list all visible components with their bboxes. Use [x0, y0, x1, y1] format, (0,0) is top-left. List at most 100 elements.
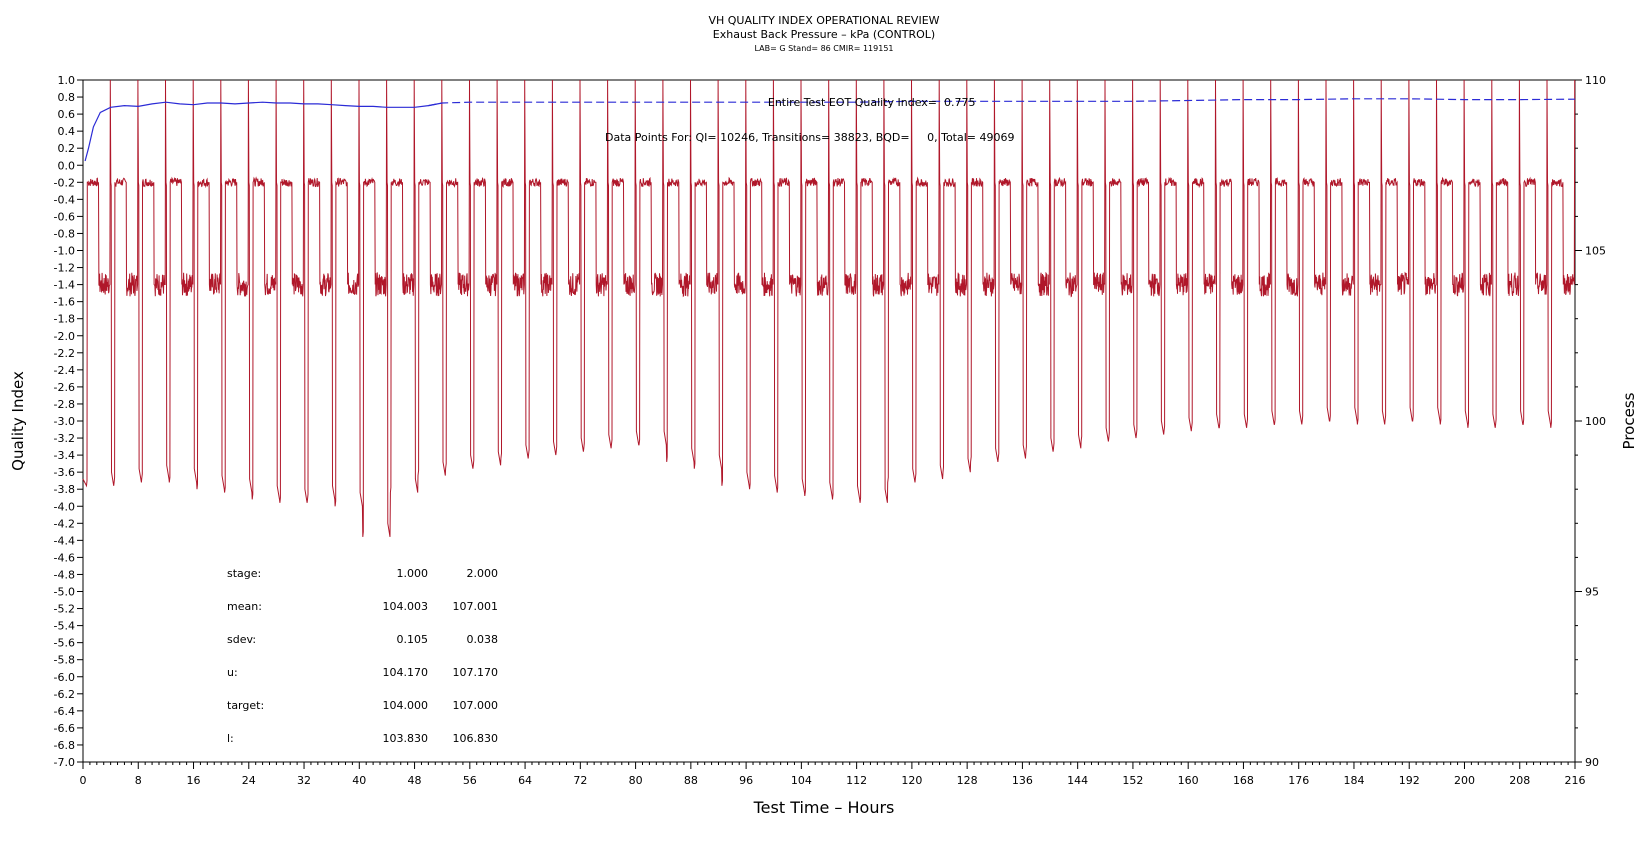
y-left-tick-label: -1.4	[54, 279, 75, 292]
y-left-tick-label: -0.6	[54, 210, 75, 223]
y-left-tick-label: -5.4	[54, 620, 75, 633]
y-left-tick-label: -3.6	[54, 466, 75, 479]
x-tick-label: 152	[1122, 774, 1143, 787]
x-tick-label: 56	[463, 774, 477, 787]
quality-index-line-late	[428, 98, 1576, 107]
y-left-tick-label: 0.8	[58, 91, 76, 104]
stats-stage1-value: 0.105	[397, 633, 429, 646]
x-tick-label: 200	[1454, 774, 1475, 787]
x-tick-label: 72	[573, 774, 587, 787]
y-left-tick-label: -3.8	[54, 483, 75, 496]
y-left-tick-label: 0.6	[58, 108, 76, 121]
y-left-tick-label: -7.0	[54, 756, 75, 769]
chart-title: VH QUALITY INDEX OPERATIONAL REVIEW	[708, 14, 939, 27]
y-left-tick-label: -6.8	[54, 739, 75, 752]
y-left-tick-label: -2.0	[54, 330, 75, 343]
x-tick-label: 192	[1399, 774, 1420, 787]
stats-stage1-value: 104.000	[383, 699, 429, 712]
y-left-tick-label: -0.8	[54, 227, 75, 240]
eot-quality-label: Entire Test EOT Quality Index=	[768, 96, 937, 109]
eot-quality-label-text: Entire Test EOT Quality Index=	[768, 96, 937, 109]
y-axis-left: 1.0 0.8 0.6 0.4 0.2 0.0 -0.2 -0.4 -0.6 -0.8 -1.0 -1…	[54, 74, 83, 769]
chart-subtitle: Exhaust Back Pressure – kPa (CONTROL)	[713, 28, 935, 41]
stats-stage2-value: 106.830	[453, 732, 499, 745]
x-tick-label: 40	[352, 774, 366, 787]
x-tick-label: 144	[1067, 774, 1088, 787]
y-right-tick-label: 110	[1585, 74, 1606, 87]
y-left-tick-label: -1.8	[54, 313, 75, 326]
stats-stage2-value: 107.000	[453, 699, 499, 712]
y-right-tick-label: 95	[1585, 586, 1599, 599]
x-tick-label: 168	[1233, 774, 1254, 787]
y-axis-right: 90 95 100 105 110	[1575, 74, 1606, 769]
y-left-tick-label: -2.4	[54, 364, 75, 377]
x-tick-label: 176	[1288, 774, 1309, 787]
x-tick-label: 104	[791, 774, 812, 787]
y-left-tick-label: -4.0	[54, 500, 75, 513]
stats-stage2-value: 2.000	[467, 567, 499, 580]
y-left-tick-label: -5.6	[54, 637, 75, 650]
y-left-tick-label: -5.8	[54, 654, 75, 667]
x-tick-label: 8	[135, 774, 142, 787]
y-left-tick-label: -4.8	[54, 568, 75, 581]
eot-quality-value: 0.775	[944, 96, 976, 109]
y-left-tick-label: -5.0	[54, 586, 75, 599]
x-tick-label: 64	[518, 774, 532, 787]
y-axis-right-label: Process	[1620, 392, 1638, 449]
x-tick-label: 120	[901, 774, 922, 787]
datapoints-annotation: Data Points For: QI= 10246, Transitions=…	[605, 131, 1015, 144]
x-tick-label: 216	[1565, 774, 1586, 787]
y-left-tick-label: -4.2	[54, 517, 75, 530]
y-left-tick-label: -6.4	[54, 705, 75, 718]
x-tick-label: 136	[1012, 774, 1033, 787]
y-axis-left-label: Quality Index	[9, 371, 27, 471]
y-left-tick-label: -2.2	[54, 347, 75, 360]
y-left-tick-label: 0.2	[58, 142, 76, 155]
x-tick-label: 184	[1343, 774, 1364, 787]
y-right-tick-label: 90	[1585, 756, 1599, 769]
y-left-tick-label: -3.2	[54, 432, 75, 445]
y-left-tick-label: -0.4	[54, 193, 75, 206]
y-left-tick-label: -1.0	[54, 245, 75, 258]
series-quality-index	[84, 98, 1576, 162]
y-left-tick-label: -1.6	[54, 296, 75, 309]
y-left-tick-label: -3.4	[54, 449, 75, 462]
y-left-tick-label: -2.6	[54, 381, 75, 394]
y-left-tick-label: -4.4	[54, 534, 75, 547]
y-left-tick-label: -6.0	[54, 671, 75, 684]
y-left-tick-label: 1.0	[58, 74, 76, 87]
stats-row-label: target:	[227, 699, 264, 712]
x-axis-label: Test Time – Hours	[753, 798, 895, 817]
x-tick-label: 0	[80, 774, 87, 787]
x-tick-label: 48	[408, 774, 422, 787]
stats-stage1-value: 103.830	[383, 732, 429, 745]
x-tick-label: 112	[846, 774, 867, 787]
x-tick-label: 96	[739, 774, 753, 787]
stats-stage1-value: 1.000	[397, 567, 429, 580]
y-left-tick-label: -4.6	[54, 551, 75, 564]
y-left-tick-label: 0.0	[58, 159, 76, 172]
stats-stage1-value: 104.003	[383, 600, 429, 613]
y-left-tick-label: -6.6	[54, 722, 75, 735]
x-tick-label: 128	[957, 774, 978, 787]
stats-row-label: sdev:	[227, 633, 256, 646]
stats-row-label: mean:	[227, 600, 262, 613]
stats-row-label: u:	[227, 666, 238, 679]
stats-table: stage: 1.000 2.000 mean: 104.003 107.001 sdev:…	[227, 567, 498, 745]
stats-row-label: l:	[227, 732, 234, 745]
stats-stage2-value: 107.170	[453, 666, 499, 679]
x-tick-label: 24	[242, 774, 256, 787]
chart-subtitle-2: LAB= G Stand= 86 CMIR= 119151	[754, 44, 893, 53]
stats-stage1-value: 104.170	[383, 666, 429, 679]
x-tick-label: 80	[629, 774, 643, 787]
y-left-tick-label: -6.2	[54, 688, 75, 701]
y-left-tick-label: -1.2	[54, 262, 75, 275]
x-axis: 0 8 16 24 32 40 48 56 64 72 80 88 96 104 112 120 128 136 1…	[80, 762, 1586, 787]
x-tick-label: 16	[187, 774, 201, 787]
y-left-tick-label: -0.2	[54, 176, 75, 189]
y-left-tick-label: -5.2	[54, 603, 75, 616]
y-left-tick-label: -3.0	[54, 415, 75, 428]
y-right-tick-label: 100	[1585, 415, 1606, 428]
x-tick-label: 160	[1178, 774, 1199, 787]
